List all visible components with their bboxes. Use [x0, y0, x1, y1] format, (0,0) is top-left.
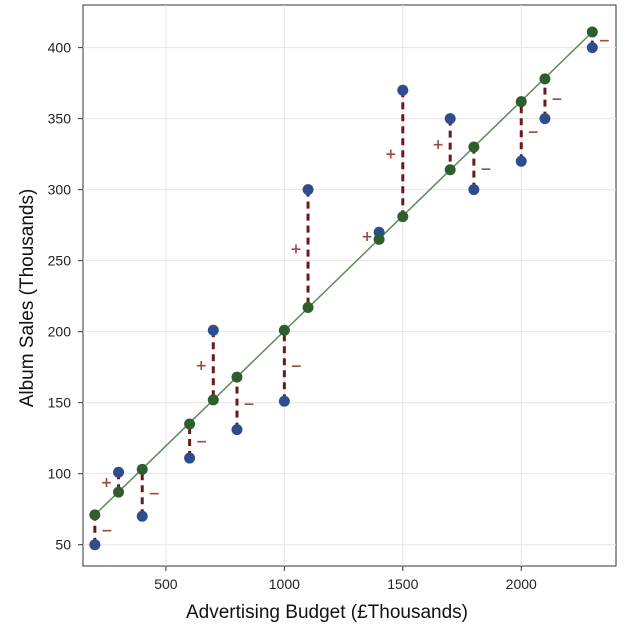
predicted-point — [89, 509, 101, 521]
predicted-point — [444, 164, 456, 176]
residual-sign: − — [551, 92, 563, 108]
data-points — [89, 26, 598, 551]
observed-point — [136, 510, 148, 522]
predicted-point — [302, 302, 314, 314]
predicted-point — [539, 73, 551, 85]
x-tick-label: 1500 — [387, 576, 418, 592]
residual-sign: − — [196, 434, 208, 450]
observed-point — [444, 113, 456, 125]
residual-sign: + — [385, 146, 397, 162]
observed-point — [113, 466, 125, 478]
observed-point — [468, 184, 480, 196]
observed-point — [207, 324, 219, 336]
x-tick-label: 500 — [154, 576, 178, 592]
y-tick-label: 200 — [48, 324, 72, 340]
y-axis-ticks: 50 100 150 200 250 300 350 400 — [48, 40, 83, 553]
predicted-point — [207, 394, 219, 406]
residual-sign: − — [290, 359, 302, 375]
grid — [83, 5, 616, 566]
residual-sign: + — [101, 475, 113, 491]
residual-sign: − — [243, 396, 255, 412]
predicted-point — [468, 141, 480, 153]
observed-point — [278, 395, 290, 407]
regression-line — [94, 31, 593, 516]
predicted-point — [184, 418, 196, 430]
observed-point — [586, 42, 598, 54]
observed-point — [302, 184, 314, 196]
observed-point — [515, 155, 527, 167]
predicted-point — [586, 26, 598, 38]
plot-area — [82, 4, 617, 567]
x-axis-ticks: 500 1000 1500 2000 — [154, 566, 537, 592]
observed-point — [231, 424, 243, 436]
y-tick-label: 300 — [48, 182, 72, 198]
residual-sign: + — [290, 242, 302, 258]
observed-point — [89, 539, 101, 551]
predicted-point — [231, 371, 243, 383]
y-tick-label: 350 — [48, 111, 72, 127]
residual-sign: + — [432, 137, 444, 153]
residual-sign: − — [480, 161, 492, 177]
y-tick-label: 100 — [48, 466, 72, 482]
y-tick-label: 250 — [48, 253, 72, 269]
predicted-point — [515, 96, 527, 108]
y-tick-label: 400 — [48, 40, 72, 56]
residual-sign: − — [148, 486, 160, 502]
observed-point — [184, 452, 196, 464]
residual-sign: − — [598, 33, 610, 49]
y-tick-label: 50 — [55, 537, 71, 553]
residual-sign: + — [195, 358, 207, 374]
x-tick-label: 2000 — [506, 576, 537, 592]
predicted-point — [373, 233, 385, 245]
residual-sign: − — [101, 523, 113, 539]
x-axis-title: Advertising Budget (£Thousands) — [186, 602, 468, 623]
residual-sign: + — [361, 229, 373, 245]
y-tick-label: 150 — [48, 395, 72, 411]
observed-point — [397, 84, 409, 96]
predicted-point — [113, 486, 125, 498]
predicted-point — [136, 463, 148, 475]
observed-point — [539, 113, 551, 125]
residual-sign-labels: −+−−+−−++++−−−− — [101, 33, 611, 539]
x-tick-label: 1000 — [269, 576, 300, 592]
residual-sign: − — [527, 124, 539, 140]
predicted-point — [397, 211, 409, 223]
predicted-point — [278, 324, 290, 336]
y-axis-title: Album Sales (Thousands) — [17, 189, 38, 408]
